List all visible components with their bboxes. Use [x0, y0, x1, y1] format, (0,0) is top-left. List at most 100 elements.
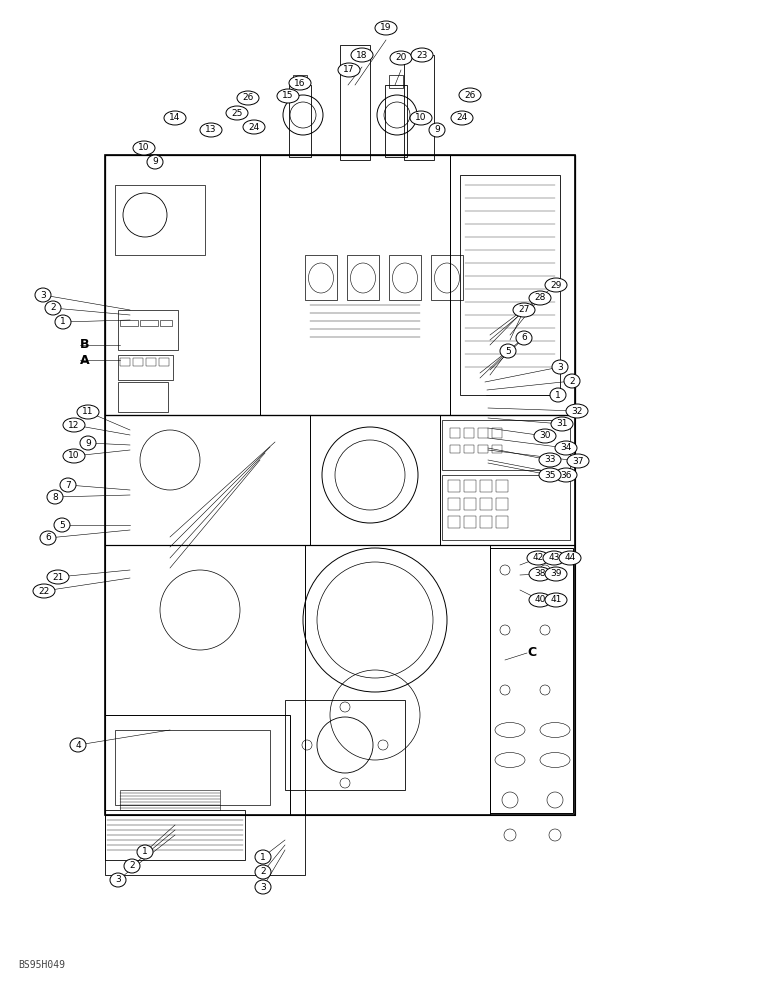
Bar	[404, 55, 434, 160]
Text: 31: 31	[557, 420, 567, 428]
Text: 1: 1	[60, 318, 66, 326]
Bar	[478, 445, 488, 453]
Ellipse shape	[47, 490, 63, 504]
Text: A: A	[80, 354, 90, 366]
Ellipse shape	[47, 570, 69, 584]
Text: 39: 39	[550, 570, 562, 578]
Ellipse shape	[200, 123, 222, 137]
Ellipse shape	[543, 551, 565, 565]
Ellipse shape	[411, 48, 433, 62]
Ellipse shape	[559, 551, 581, 565]
Bar	[305, 545, 490, 815]
Ellipse shape	[429, 123, 445, 137]
Text: 38: 38	[534, 570, 546, 578]
Text: 21: 21	[52, 572, 63, 582]
Bar	[105, 545, 305, 815]
Bar	[118, 310, 178, 350]
Text: 43: 43	[548, 554, 560, 562]
Text: 3: 3	[557, 362, 563, 371]
Text: 10: 10	[68, 452, 80, 460]
Ellipse shape	[351, 48, 373, 62]
Bar	[105, 815, 305, 875]
Ellipse shape	[545, 278, 567, 292]
Ellipse shape	[137, 845, 153, 859]
Text: 9: 9	[152, 157, 158, 166]
Ellipse shape	[390, 51, 412, 65]
Ellipse shape	[110, 873, 126, 887]
Ellipse shape	[35, 288, 51, 302]
Bar	[490, 545, 575, 815]
Ellipse shape	[500, 344, 516, 358]
Ellipse shape	[255, 880, 271, 894]
Ellipse shape	[243, 120, 265, 134]
Bar	[431, 255, 463, 300]
Text: 44: 44	[564, 554, 576, 562]
Ellipse shape	[33, 584, 55, 598]
Text: 14: 14	[169, 113, 181, 122]
Bar	[478, 428, 488, 438]
Text: 29: 29	[550, 280, 562, 290]
Ellipse shape	[147, 155, 163, 169]
Ellipse shape	[539, 453, 561, 467]
Ellipse shape	[124, 859, 140, 873]
Bar	[105, 415, 575, 545]
Text: 10: 10	[415, 113, 427, 122]
Bar	[118, 382, 168, 412]
Text: 9: 9	[434, 125, 440, 134]
Text: 40: 40	[534, 595, 546, 604]
Ellipse shape	[529, 567, 551, 581]
Ellipse shape	[552, 360, 568, 374]
Text: 24: 24	[456, 113, 468, 122]
Text: 2: 2	[129, 861, 135, 870]
Bar	[105, 155, 575, 815]
Bar	[464, 480, 476, 492]
Bar	[492, 445, 502, 453]
Ellipse shape	[70, 738, 86, 752]
Text: 24: 24	[249, 122, 259, 131]
Ellipse shape	[237, 91, 259, 105]
Bar	[305, 255, 337, 300]
Text: 12: 12	[68, 420, 80, 430]
Text: 6: 6	[521, 334, 527, 342]
Text: 26: 26	[464, 91, 476, 100]
Bar	[347, 255, 379, 300]
Bar	[492, 428, 502, 438]
Ellipse shape	[459, 88, 481, 102]
Text: 36: 36	[560, 471, 572, 480]
Bar	[448, 498, 460, 510]
Bar	[140, 320, 158, 326]
Text: 3: 3	[40, 290, 46, 300]
Bar	[285, 700, 405, 790]
Ellipse shape	[45, 301, 61, 315]
Bar	[464, 428, 474, 438]
Text: B: B	[80, 338, 90, 352]
Text: 10: 10	[138, 143, 150, 152]
Text: 41: 41	[550, 595, 562, 604]
Bar	[464, 445, 474, 453]
Ellipse shape	[40, 531, 56, 545]
Text: 23: 23	[416, 50, 428, 60]
Bar	[105, 155, 575, 415]
Bar	[289, 85, 311, 157]
Ellipse shape	[375, 21, 397, 35]
Bar	[105, 810, 245, 860]
Text: 18: 18	[356, 50, 367, 60]
Text: 2: 2	[569, 376, 575, 385]
Text: 2: 2	[260, 867, 266, 876]
Ellipse shape	[566, 404, 588, 418]
Bar	[496, 516, 508, 528]
Bar	[118, 355, 173, 380]
Text: 8: 8	[52, 492, 58, 502]
Bar	[480, 498, 492, 510]
Bar	[340, 45, 370, 160]
Text: 33: 33	[544, 456, 556, 464]
Text: 11: 11	[83, 408, 93, 416]
Bar	[146, 358, 156, 366]
Text: 22: 22	[39, 586, 49, 595]
Bar	[293, 75, 307, 88]
Text: 34: 34	[560, 444, 572, 452]
Bar	[448, 480, 460, 492]
Text: 15: 15	[283, 92, 294, 101]
Bar	[496, 480, 508, 492]
Ellipse shape	[545, 567, 567, 581]
